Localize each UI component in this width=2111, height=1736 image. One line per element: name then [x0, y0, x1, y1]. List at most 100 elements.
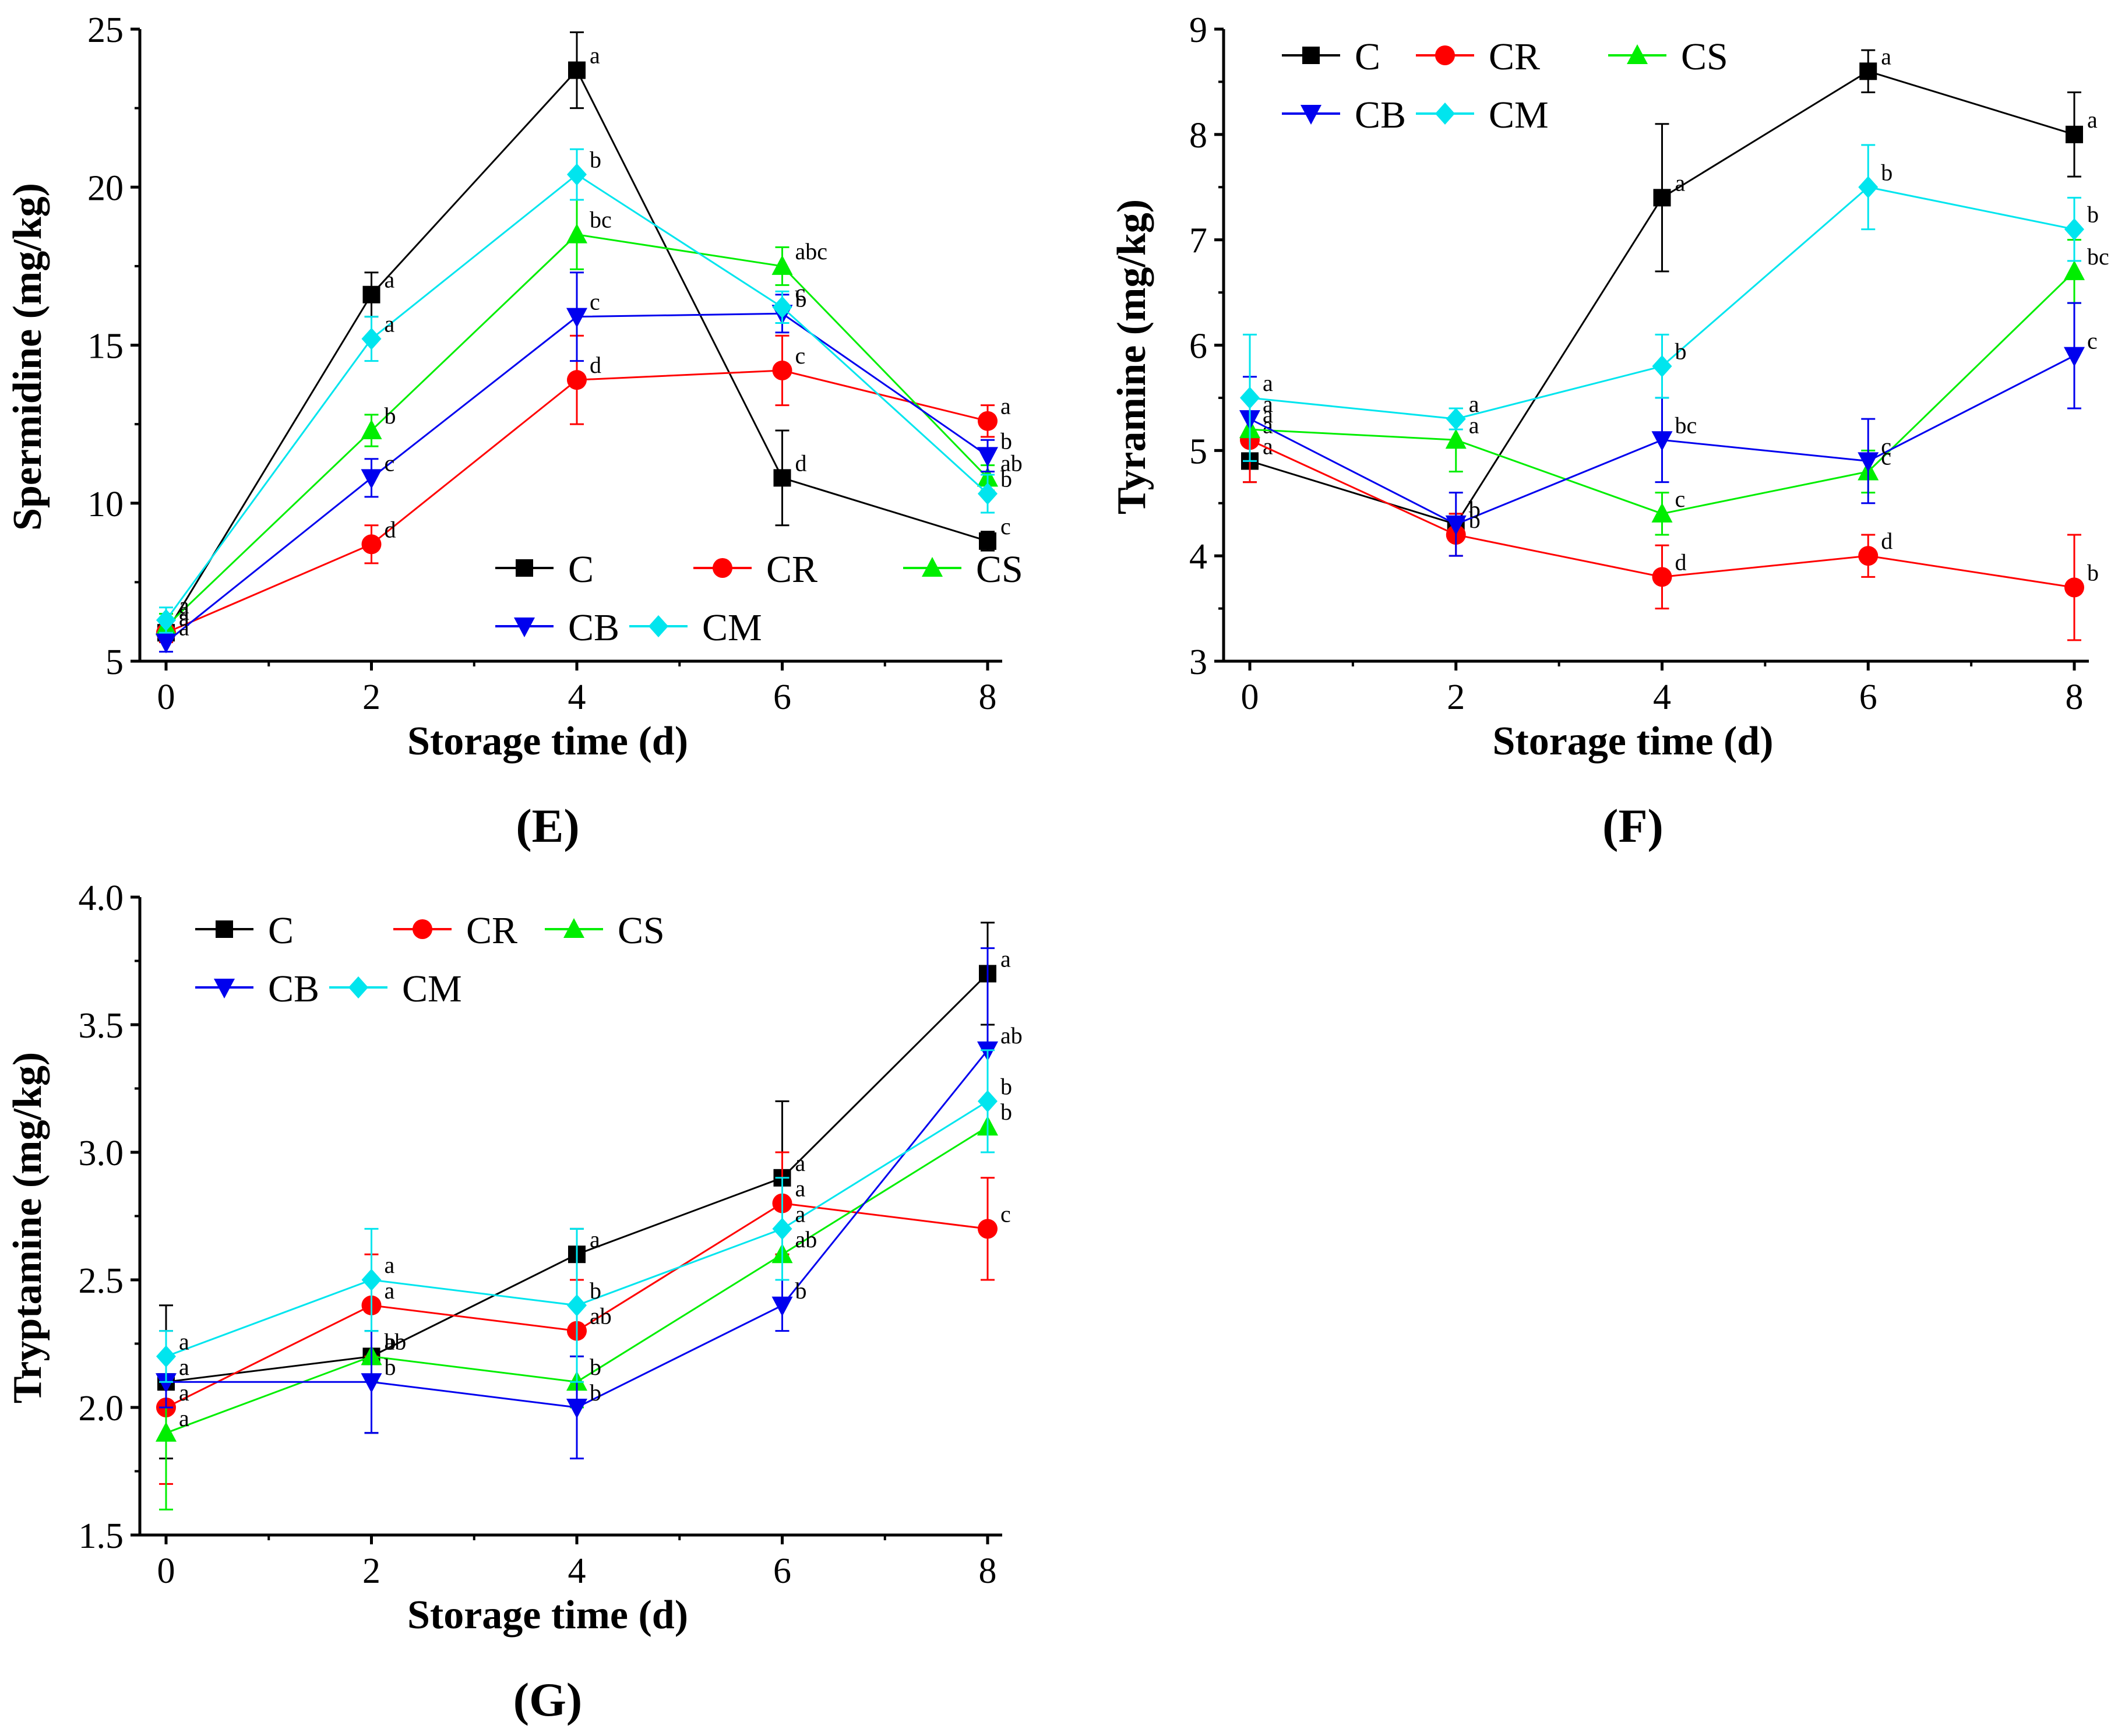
x-tick-label: 2 — [1447, 678, 1465, 717]
series-cr: a d d c a — [156, 334, 1011, 643]
x-axis-title: Storage time (d) — [407, 719, 688, 764]
significance-label: a — [385, 1278, 395, 1304]
significance-label: bc — [590, 207, 612, 233]
data-point — [156, 633, 177, 654]
significance-label: c — [590, 289, 600, 315]
y-tick-label: 20 — [87, 168, 124, 208]
data-point — [361, 327, 382, 350]
significance-label: a — [179, 598, 189, 624]
significance-label: d — [1881, 528, 1893, 554]
significance-label: a — [179, 1354, 189, 1380]
chart-panel-e: 5 10 15 20 25 0 2 4 6 8 Storage time (d) Spermidine… — [5, 10, 1023, 852]
significance-label: c — [1000, 513, 1011, 539]
significance-label: a — [179, 1405, 189, 1431]
y-tick-label: 7 — [1189, 221, 1207, 261]
significance-label: a — [385, 311, 395, 337]
x-tick-label: 6 — [773, 678, 791, 717]
legend-marker-cm — [1435, 103, 1455, 125]
significance-label: c — [1675, 486, 1686, 512]
data-point — [156, 609, 176, 631]
significance-label: b — [1000, 1099, 1012, 1125]
x-tick-label: 6 — [773, 1551, 791, 1591]
legend-label-cr: CR — [1489, 36, 1540, 78]
significance-label: bc — [1675, 412, 1697, 438]
significance-label: ab — [795, 1226, 817, 1252]
significance-label: b — [385, 1328, 396, 1354]
x-tick-label: 0 — [157, 678, 175, 717]
chart-panel-f: 3 4 5 6 7 8 9 0 2 4 6 8 Storage time (d) Tyramine (mg… — [1109, 10, 2109, 852]
legend-marker-cs — [563, 918, 584, 938]
significance-label: a — [795, 1176, 806, 1202]
significance-label: c — [2087, 328, 2098, 354]
data-point — [773, 469, 791, 487]
data-point — [2064, 577, 2084, 598]
significance-label: a — [590, 1226, 600, 1252]
significance-label: b — [590, 1354, 601, 1380]
significance-label: b — [590, 1278, 601, 1304]
y-tick-label: 3.0 — [79, 1134, 124, 1173]
significance-label: b — [385, 403, 396, 429]
data-point — [361, 1373, 382, 1393]
significance-label: b — [1675, 338, 1687, 365]
data-point — [567, 1294, 587, 1317]
data-point — [156, 1345, 176, 1368]
legend: C CR CS CB CM — [1282, 36, 1728, 136]
y-tick-label: 5 — [105, 643, 124, 682]
significance-label: ab — [1000, 1022, 1023, 1049]
significance-label: b — [1000, 465, 1012, 492]
x-tick-label: 8 — [979, 678, 997, 717]
data-point — [977, 447, 998, 467]
legend-label-cm: CM — [402, 968, 462, 1010]
y-axis-title: Spermidine (mg/kg) — [5, 183, 50, 531]
x-tick-label: 4 — [568, 678, 586, 717]
significance-label: a — [179, 1379, 189, 1406]
data-point — [1240, 386, 1260, 409]
significance-label: a — [179, 1328, 189, 1354]
data-point — [2064, 347, 2085, 367]
significance-label: a — [1675, 170, 1686, 196]
significance-label: a — [795, 1201, 806, 1227]
series-cb: acc bb — [156, 271, 1012, 654]
significance-label: c — [1881, 433, 1891, 459]
x-tick-label: 8 — [979, 1551, 997, 1591]
significance-label: c — [1000, 1201, 1011, 1227]
significance-label: ab — [1000, 450, 1023, 476]
data-point — [566, 308, 587, 328]
significance-label: c — [385, 450, 395, 476]
significance-label: b — [385, 1354, 396, 1380]
data-point — [1858, 546, 1879, 566]
y-tick-label: 4 — [1189, 537, 1207, 577]
x-tick-label: 4 — [1653, 678, 1671, 717]
data-point — [771, 255, 793, 275]
data-point — [1445, 515, 1467, 535]
y-tick-label: 2.0 — [79, 1389, 124, 1428]
significance-label: c — [795, 343, 806, 369]
panel-label: (G) — [513, 1673, 582, 1726]
legend-marker-c — [1302, 47, 1320, 64]
legend-marker-cs — [922, 557, 943, 577]
data-point — [1652, 355, 1672, 377]
y-tick-label: 2.5 — [79, 1261, 124, 1301]
legend-marker-cr — [1435, 45, 1455, 65]
data-point — [1652, 567, 1672, 587]
x-tick-label: 2 — [362, 1551, 380, 1591]
data-point — [771, 1296, 793, 1317]
data-point — [567, 370, 587, 390]
x-tick-label: 0 — [1241, 678, 1259, 717]
y-tick-label: 3.5 — [79, 1006, 124, 1046]
data-point — [361, 1269, 382, 1291]
x-tick-label: 8 — [2066, 678, 2084, 717]
data-point — [979, 532, 996, 550]
significance-label: a — [1263, 370, 1273, 396]
significance-label: a — [2087, 107, 2098, 133]
legend-marker-cm — [348, 976, 368, 998]
legend-marker-cb — [514, 618, 535, 637]
significance-label: a — [385, 267, 395, 293]
significance-label: a — [1263, 433, 1273, 459]
legend-label-cs: CS — [618, 909, 665, 952]
